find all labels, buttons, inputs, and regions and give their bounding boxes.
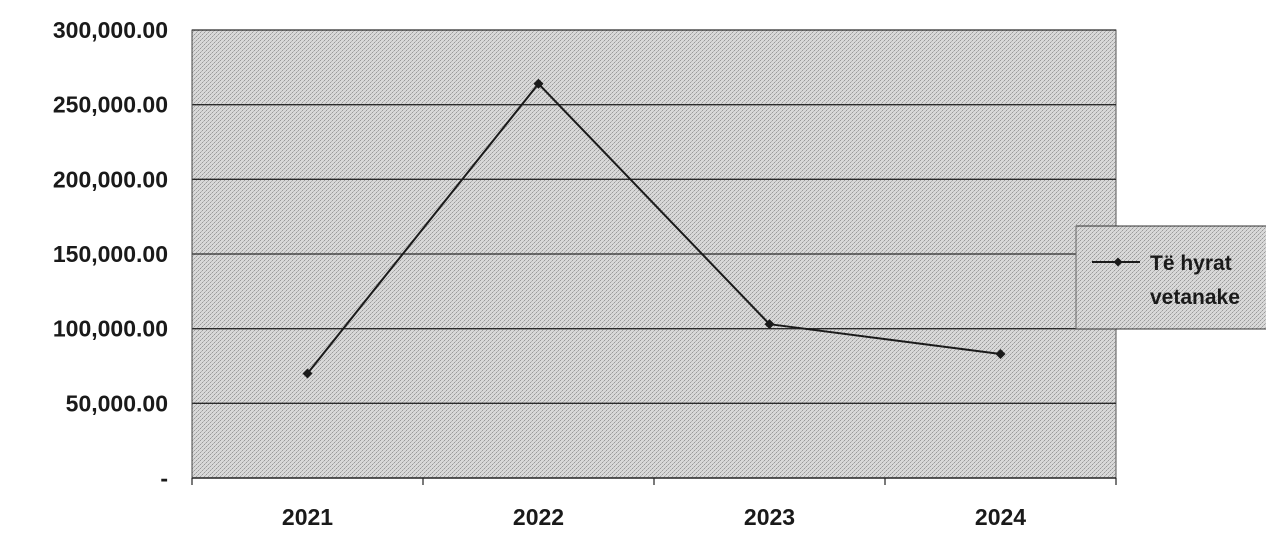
y-tick-label-0: - — [160, 465, 168, 491]
y-axis-tick-labels: - 50,000.00 100,000.00 150,000.00 200,000.00… — [53, 17, 168, 491]
series — [302, 78, 1006, 379]
data-point-2022 — [533, 78, 544, 89]
legend-label-line-0: Të hyrat — [1150, 252, 1232, 275]
y-tick-label-4: 200,000.00 — [53, 166, 168, 192]
data-point-2023 — [764, 319, 775, 330]
x-tick-label-2021: 2021 — [282, 504, 333, 529]
axes — [191, 30, 1117, 485]
y-tick-label-5: 250,000.00 — [53, 92, 168, 118]
y-tick-label-1: 50,000.00 — [66, 390, 168, 416]
legend-label-line-1: vetanake — [1150, 286, 1240, 309]
x-tick-label-2023: 2023 — [744, 504, 795, 529]
legend-marker — [1113, 257, 1123, 267]
y-tick-label-2: 100,000.00 — [53, 316, 168, 342]
x-tick-label-2024: 2024 — [975, 504, 1026, 529]
y-tick-label-6: 300,000.00 — [53, 17, 168, 43]
x-tick-label-2022: 2022 — [513, 504, 564, 529]
gridlines — [192, 29, 1116, 404]
data-point-2021 — [302, 368, 313, 379]
data-point-2024 — [995, 349, 1006, 360]
series-line-0 — [306, 82, 1001, 375]
x-axis-tick-labels: 2021 2022 2023 2024 — [282, 504, 1026, 530]
y-tick-label-3: 150,000.00 — [53, 241, 168, 267]
legend: Të hyrat vetanake — [1075, 225, 1266, 330]
legend-box — [1076, 226, 1266, 329]
